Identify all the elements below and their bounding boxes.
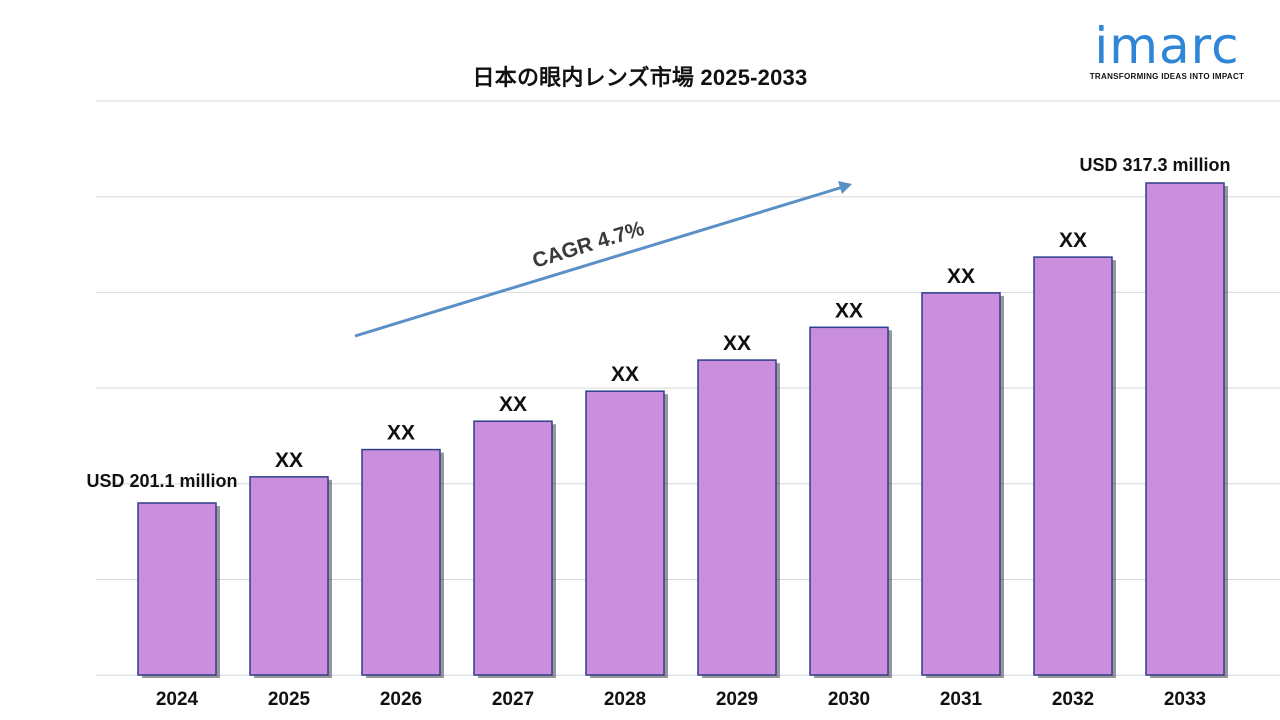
logo-wordmark: imarc: [1094, 17, 1240, 75]
data-label: USD 201.1 million: [86, 471, 237, 491]
data-label: XX: [1059, 229, 1087, 252]
bar-2029: [697, 359, 777, 676]
imarc-logo: imarc TRANSFORMING IDEAS INTO IMPACT: [1072, 16, 1262, 81]
bar-2024: [137, 502, 217, 676]
cagr-arrow: [354, 185, 844, 338]
bar-2032: [1033, 256, 1113, 676]
bar-2027: [473, 420, 553, 676]
x-tick-label: 2033: [1164, 689, 1206, 710]
x-tick-label: 2026: [380, 689, 422, 710]
labels: 2024 USD 201.1 million 2025 XX 2026 XX 2027 XX 2…: [86, 155, 1230, 710]
data-label: XX: [723, 332, 751, 355]
bars: [137, 182, 1228, 678]
cagr-arrow-group: CAGR 4.7%: [354, 181, 852, 338]
x-tick-label: 2025: [268, 689, 311, 710]
x-tick-label: 2027: [492, 689, 534, 710]
data-label: XX: [275, 449, 303, 472]
data-label: XX: [835, 299, 863, 322]
chart-title: 日本の眼内レンズ市場 2025-2033: [472, 65, 808, 90]
cagr-arrowhead: [838, 181, 852, 194]
x-tick-label: 2031: [940, 689, 983, 710]
x-tick-label: 2029: [716, 689, 758, 710]
data-label: USD 317.3 million: [1079, 155, 1230, 175]
data-label: XX: [499, 393, 527, 416]
data-label: XX: [387, 422, 415, 445]
x-tick-label: 2028: [604, 689, 646, 710]
bar-2028: [585, 390, 665, 676]
bar-2033: [1145, 182, 1225, 676]
logo-tagline: TRANSFORMING IDEAS INTO IMPACT: [1089, 72, 1245, 81]
data-label: XX: [611, 363, 639, 386]
data-label: XX: [947, 265, 975, 288]
bar-2025: [249, 476, 329, 676]
x-tick-label: 2032: [1052, 689, 1094, 710]
x-tick-label: 2024: [156, 689, 199, 710]
bar-2030: [809, 326, 889, 676]
x-tick-label: 2030: [828, 689, 870, 710]
bar-2031: [921, 292, 1001, 676]
bar-2026: [361, 448, 441, 676]
